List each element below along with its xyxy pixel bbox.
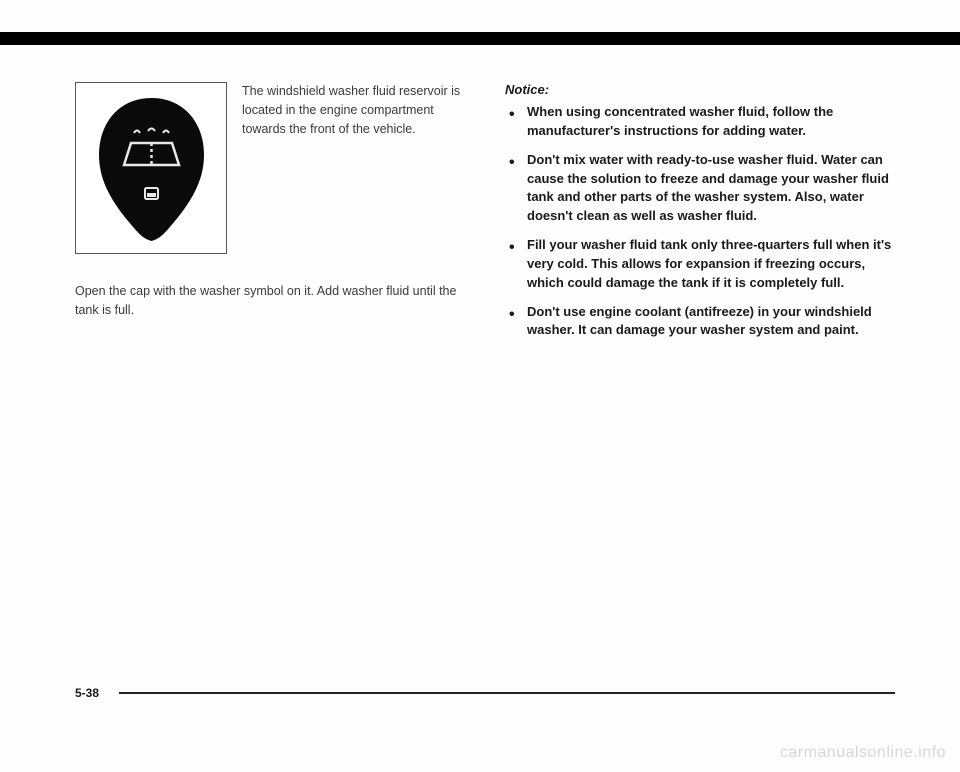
notice-list: When using concentrated washer fluid, fo… <box>505 103 895 340</box>
open-cap-text: Open the cap with the washer symbol on i… <box>75 282 465 320</box>
content-area: The windshield washer fluid reservoir is… <box>75 82 895 350</box>
washer-icon-box <box>75 82 227 254</box>
washer-fluid-icon <box>94 93 209 243</box>
watermark: carmanualsonline.info <box>780 744 946 762</box>
notice-item: Fill your washer fluid tank only three-q… <box>527 236 895 293</box>
notice-item: When using concentrated washer fluid, fo… <box>527 103 895 141</box>
footer-rule <box>119 692 895 694</box>
left-column: The windshield washer fluid reservoir is… <box>75 82 465 350</box>
right-column: Notice: When using concentrated washer f… <box>505 82 895 350</box>
manual-page: The windshield washer fluid reservoir is… <box>0 0 960 772</box>
notice-item: Don't use engine coolant (antifreeze) in… <box>527 303 895 341</box>
page-number: 5-38 <box>75 686 99 700</box>
notice-item: Don't mix water with ready-to-use washer… <box>527 151 895 226</box>
page-footer: 5-38 <box>75 686 895 700</box>
notice-label: Notice: <box>505 82 895 97</box>
top-bar <box>0 32 960 45</box>
